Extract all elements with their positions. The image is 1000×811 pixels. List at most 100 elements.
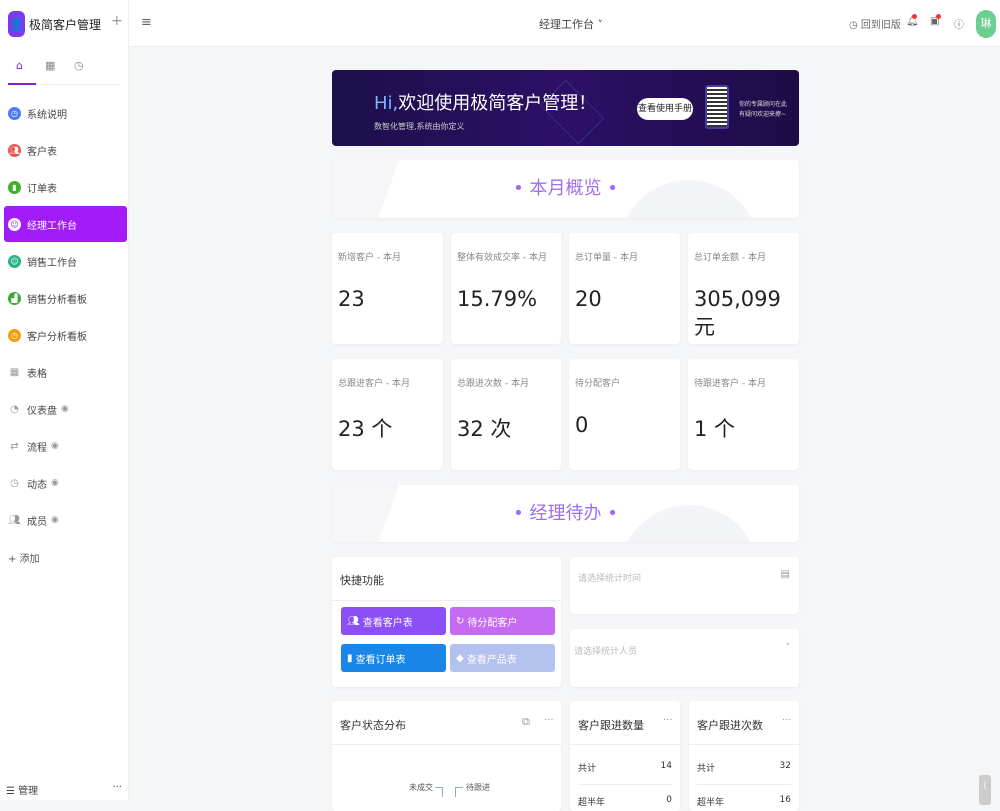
sidebar-item[interactable]: ▟ 销售分析看板 [4, 280, 127, 316]
manage-button[interactable]: ☰ 管理 ··· [6, 782, 122, 797]
stat-label: 待跟进客户 - 本月 [694, 379, 766, 389]
app-name: 极简客户管理 [29, 18, 102, 32]
home-icon[interactable]: ⌂ [16, 59, 23, 72]
topbar: ≡ 经理工作台 ˅ ◷ 回到旧版 🔔︎ ▣ ⓘ 琳 [129, 0, 1000, 47]
more-icon[interactable]: ··· [782, 715, 792, 726]
stat-label: 新增客户 - 本月 [338, 253, 401, 263]
quick-button[interactable]: ▮ 查看订单表 [341, 644, 446, 672]
bag-icon: ▮ [8, 180, 21, 194]
clock-icon[interactable]: ◷ [74, 59, 84, 72]
banner-title: 欢迎使用极简客户管理！ [398, 93, 597, 114]
sidebar-group[interactable]: ◷ 动态 ◉ [4, 465, 127, 501]
inbox-icon[interactable]: ▣ [930, 14, 941, 27]
sidebar-group[interactable]: 👥︎ 成员 ◉ [4, 502, 127, 538]
sidebar-group[interactable]: ▦ 表格 [4, 354, 127, 390]
quick-button[interactable]: ↻ 待分配客户 [450, 607, 555, 635]
help-icon[interactable]: ⓘ [954, 20, 964, 31]
welcome-banner: Hi,欢迎使用极简客户管理！ 数智化管理,系统由你定义 查看使用手册 你的专属顾… [332, 70, 799, 146]
banner-subtitle: 数智化管理,系统由你定义 [374, 122, 465, 131]
sidebar-item[interactable]: ☺ 销售工作台 [4, 243, 127, 279]
row-label: 共计 [697, 764, 716, 774]
sidebar-item-label: 经理工作台 [27, 220, 77, 232]
stat-row: 超半年 16 [697, 795, 791, 808]
sidebar-item[interactable]: 👥︎ 客户表 [4, 132, 127, 168]
sidebar-tabs: ⌂ ▦ ◷ [8, 56, 120, 85]
users-icon: 👥︎ [347, 615, 360, 627]
sidebar-item[interactable]: ▮ 订单表 [4, 169, 127, 205]
stat-row: 超半年 0 [578, 795, 672, 808]
stat-label: 整体有效成交率 - 本月 [457, 253, 547, 263]
history-icon: ◷ [849, 20, 861, 31]
sidebar-group[interactable]: ◔ 仪表盘 ◉ [4, 391, 127, 427]
menu-icon[interactable]: ≡ [141, 15, 152, 30]
section-todo: • 经理待办 • [332, 485, 799, 542]
sidebar-group[interactable]: ⇄ 流程 ◉ [4, 428, 127, 464]
person-filter[interactable]: 请选择统计人员 ˅ [570, 629, 799, 687]
quick-button-label: 待分配客户 [467, 617, 518, 629]
card-title: 客户跟进数量 [578, 719, 644, 732]
stat-label: 总跟进次数 - 本月 [457, 379, 529, 389]
calendar-icon[interactable]: ▤ [780, 569, 790, 580]
stat-label: 总订单金额 - 本月 [694, 253, 766, 263]
refresh-icon: ↻ [456, 615, 465, 627]
section-title: • 本月概览 • [513, 178, 618, 199]
stat-value: 32 次 [457, 417, 512, 441]
more-icon[interactable]: ··· [544, 715, 554, 726]
stat-value: 0 [575, 413, 589, 437]
stat-card: 总跟进次数 - 本月 32 次 [451, 359, 561, 470]
active-tab-indicator [8, 83, 36, 85]
grid-icon[interactable]: ▦ [45, 59, 56, 72]
row-value: 32 [779, 761, 791, 771]
sidebar-item[interactable]: ◷ 系统说明 [4, 95, 127, 131]
card-title: 客户跟进次数 [697, 719, 763, 732]
hidden-icon: ◉ [61, 404, 69, 414]
bell-icon[interactable]: 🔔︎ [906, 14, 919, 27]
time-filter-placeholder: 请选择统计时间 [578, 574, 642, 584]
quick-button[interactable]: 👥︎ 查看客户表 [341, 607, 446, 635]
status-distribution-card: 客户状态分布 ⧉ ··· 未成交 待跟进 [332, 701, 561, 811]
app-logo: 👤 [8, 11, 25, 37]
stat-card: 整体有效成交率 - 本月 15.79% [451, 233, 561, 344]
sidebar-item-label: 动态 [27, 479, 47, 491]
stat-value: 23 [338, 287, 365, 311]
stat-label: 待分配客户 [575, 379, 621, 389]
clock-icon: ◷ [8, 328, 21, 342]
users-icon: 👥︎ [8, 143, 21, 157]
hidden-icon: ◉ [51, 515, 59, 525]
banner-headline: Hi,欢迎使用极简客户管理！ [374, 89, 596, 115]
chevron-down-icon[interactable]: ˅ [785, 643, 791, 653]
quick-button[interactable]: ◆ 查看产品表 [450, 644, 555, 672]
stat-card: 待跟进客户 - 本月 1 个 [688, 359, 799, 470]
avatar[interactable]: 琳 [976, 10, 996, 38]
chart-label: 未成交 [409, 783, 433, 792]
collapse-panel-button[interactable]: ⟨ [979, 775, 991, 805]
clock-icon: ◷ [10, 477, 19, 489]
back-old-label: 回到旧版 [860, 20, 901, 31]
stat-value: 20 [575, 287, 602, 311]
pie-icon: ◔ [10, 403, 19, 415]
quick-button-label: 查看客户表 [362, 617, 413, 629]
row-value: 0 [666, 795, 672, 805]
clock-icon: ◷ [8, 106, 21, 120]
card-title: 快捷功能 [340, 574, 384, 587]
stat-label: 总订单量 - 本月 [575, 253, 638, 263]
tag-icon: ◆ [456, 652, 464, 664]
more-icon[interactable]: ··· [663, 715, 673, 726]
back-old-version-button[interactable]: ◷ 回到旧版 [849, 16, 901, 31]
add-item-button[interactable]: + 添加 [4, 539, 127, 575]
sidebar-item-label: 销售分析看板 [27, 294, 87, 306]
more-icon[interactable]: ··· [112, 782, 122, 793]
sidebar-item[interactable]: ◷ 客户分析看板 [4, 317, 127, 353]
add-label: + 添加 [8, 553, 40, 565]
stat-value: 15.79% [457, 287, 538, 311]
time-filter[interactable]: 请选择统计时间 ▤ [570, 557, 799, 614]
edit-icon[interactable]: ⧉ [522, 715, 530, 728]
flow-icon: ⇄ [10, 440, 19, 452]
page-title-dropdown[interactable]: 经理工作台 ˅ [539, 18, 603, 31]
add-app-button[interactable]: + [111, 13, 123, 29]
view-manual-button[interactable]: 查看使用手册 [637, 98, 693, 120]
sidebar-item-label: 系统说明 [27, 109, 67, 121]
sidebar-item[interactable]: ☺ 经理工作台 [4, 206, 127, 242]
sidebar-item-label: 成员 [27, 516, 47, 528]
qr-text-2: 有疑问欢迎来撩~ [739, 111, 787, 118]
